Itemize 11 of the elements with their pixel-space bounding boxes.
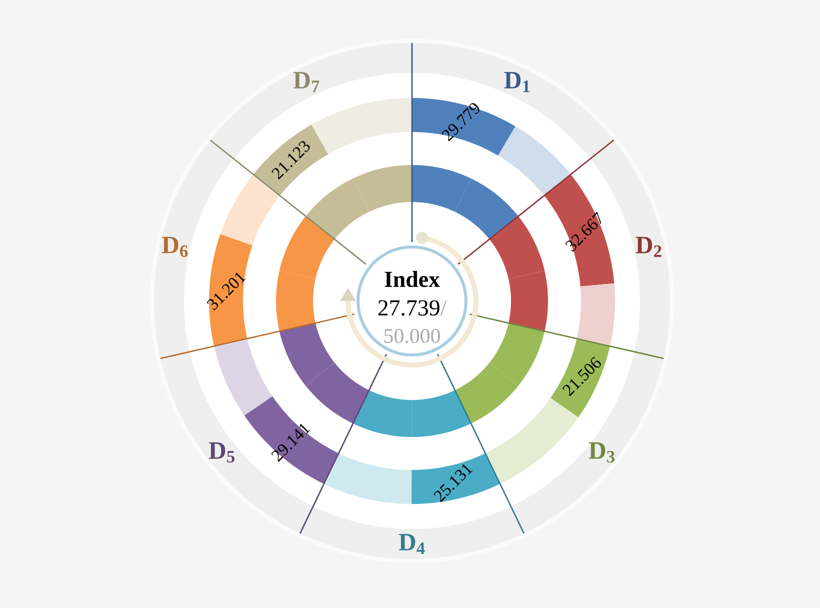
category-label: D$_{6}$ (162, 236, 188, 258)
text: Index (384, 270, 440, 288)
text: 50.000 (384, 328, 440, 344)
category-label: D$_{4}$ (398, 534, 425, 554)
category-label: D$_{5}$ (208, 442, 234, 463)
category-label: D$_{2}$ (636, 236, 662, 257)
category-label: D$_{1}$ (504, 72, 530, 92)
category-label: D$_{7}$ (293, 72, 320, 92)
text: / (440, 300, 447, 316)
category-label: D$_{3}$ (588, 442, 615, 463)
text: 27.739 (378, 300, 440, 316)
